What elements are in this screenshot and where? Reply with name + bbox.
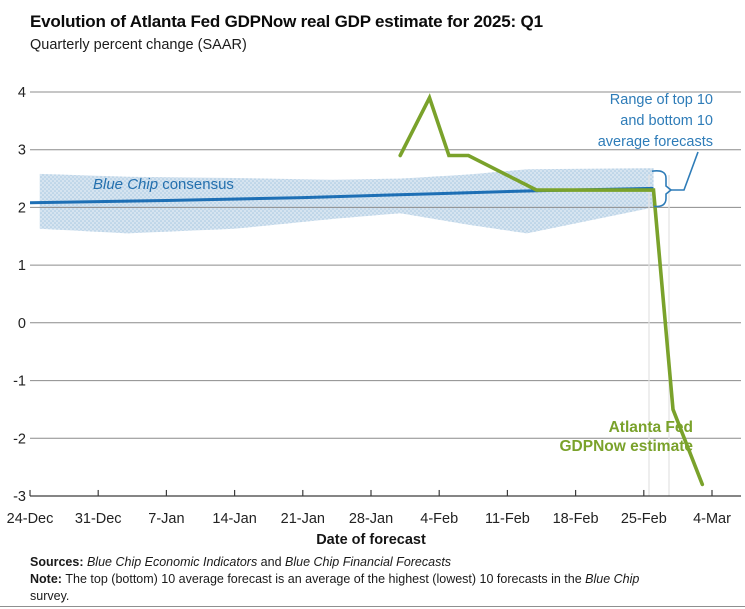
- text-fragment: Blue Chip Financial Forecasts: [285, 555, 452, 569]
- x-tick-label-24-Dec: 24-Dec: [7, 511, 54, 527]
- gdpnow-line: [398, 93, 705, 487]
- x-axis-title: Date of forecast: [316, 532, 426, 548]
- text-fragment: survey.: [30, 589, 70, 603]
- x-tick-label-31-Dec: 31-Dec: [75, 511, 122, 527]
- text-fragment: Blue Chip Economic Indicators: [86, 555, 258, 569]
- chart-title: Evolution of Atlanta Fed GDPNow real GDP…: [30, 12, 543, 31]
- y-tick-label-0: 0: [18, 316, 26, 332]
- range-annotation: Range of top 10 and bottom 10 average fo…: [597, 92, 713, 150]
- y-tick-label-3: 3: [18, 143, 26, 159]
- text-fragment: The top (bottom) 10 average forecast is …: [65, 572, 586, 586]
- x-tick-label-4-Feb: 4-Feb: [420, 511, 458, 527]
- bottom-divider: [0, 606, 745, 607]
- gdpnow-annotation: Atlanta Fed GDPNow estimate: [559, 419, 693, 455]
- text-fragment: Note:: [30, 572, 66, 586]
- text-fragment: Sources:: [30, 555, 87, 569]
- sources-line: Sources: Blue Chip Economic Indicators a…: [30, 554, 670, 571]
- forecast-range-band: [39, 168, 654, 234]
- y-tick-label--1: -1: [13, 374, 26, 390]
- x-tick-label-11-Feb: 11-Feb: [485, 511, 530, 527]
- x-tick-label-14-Jan: 14-Jan: [212, 511, 256, 527]
- x-tick-label-18-Feb: 18-Feb: [553, 511, 599, 527]
- range-callout-pointer: [671, 151, 699, 191]
- footer-notes: Sources: Blue Chip Economic Indicators a…: [30, 554, 670, 605]
- blue-chip-consensus-label-rest: consensus: [158, 176, 234, 193]
- text-fragment: Blue Chip: [585, 572, 640, 586]
- x-tick-label-21-Jan: 21-Jan: [281, 511, 325, 527]
- note-line: Note: The top (bottom) 10 average foreca…: [30, 571, 670, 605]
- y-tick-label--2: -2: [13, 431, 26, 447]
- y-tick-label-1: 1: [18, 258, 26, 274]
- blue-chip-consensus-label: Blue Chip consensus: [93, 176, 234, 193]
- blue-chip-consensus-label-italic: Blue Chip: [93, 176, 159, 193]
- chart-subtitle: Quarterly percent change (SAAR): [30, 37, 247, 53]
- x-tick-label-25-Feb: 25-Feb: [621, 511, 667, 527]
- y-tick-label-4: 4: [18, 85, 26, 101]
- y-tick-label--3: -3: [13, 489, 26, 505]
- x-tick-label-4-Mar: 4-Mar: [693, 511, 731, 527]
- text-fragment: and: [257, 555, 286, 569]
- y-tick-label-2: 2: [18, 200, 26, 216]
- x-tick-label-28-Jan: 28-Jan: [349, 511, 393, 527]
- x-tick-label-7-Jan: 7-Jan: [148, 511, 184, 527]
